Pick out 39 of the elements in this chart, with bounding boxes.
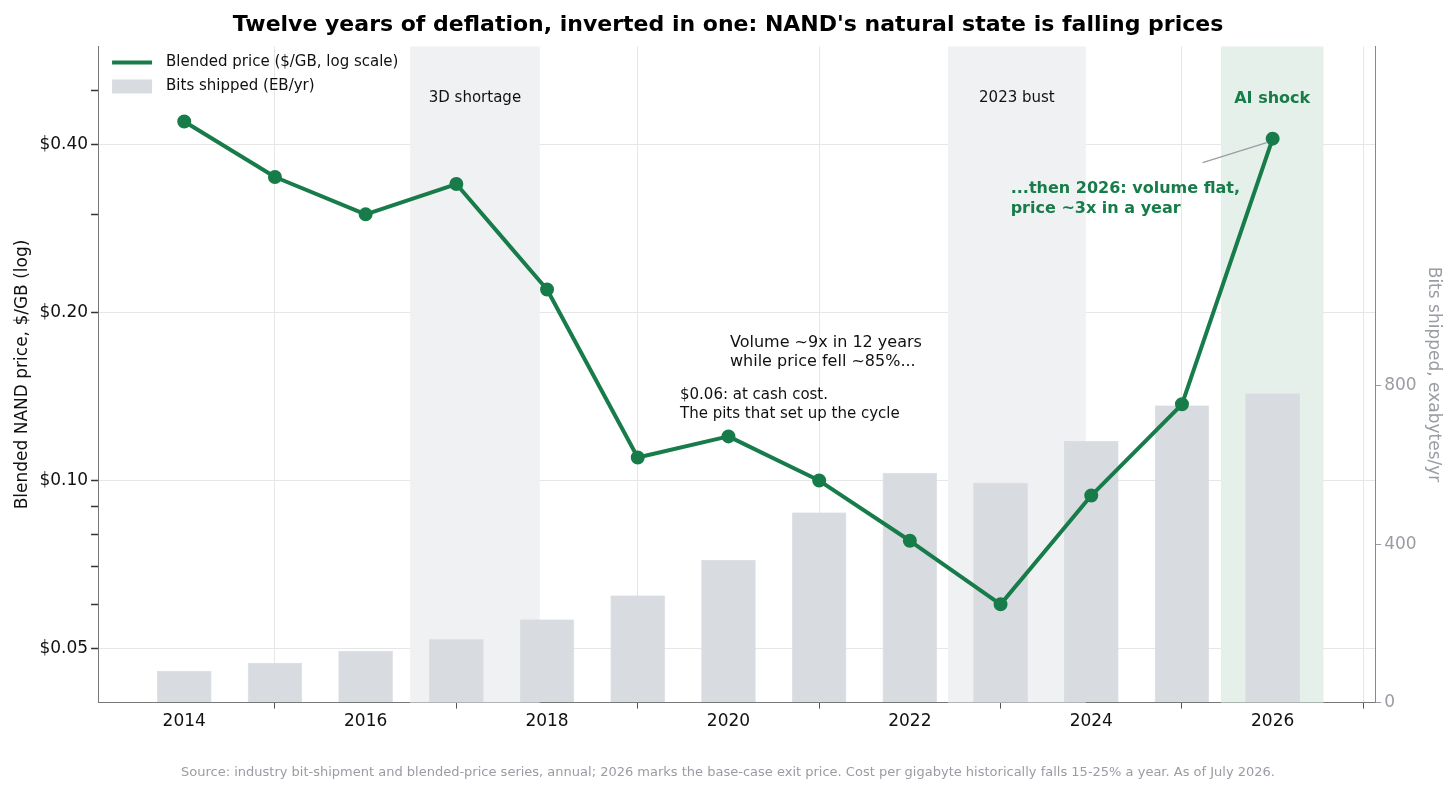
point	[358, 207, 373, 222]
annotation: Volume ~9x in 12 years while price fell ~85%...	[730, 332, 922, 371]
point	[1084, 488, 1099, 503]
point	[177, 114, 192, 129]
point	[540, 282, 555, 297]
point	[721, 429, 736, 444]
y-tick-label: $0.05	[39, 636, 89, 657]
x-tick-label: 2022	[888, 710, 932, 731]
x-tick-label: 2026	[1251, 710, 1295, 731]
band-label: AI shock	[1234, 87, 1311, 107]
chart-title: Twelve years of deflation, inverted in one: NAND's natural state is falling prices	[232, 10, 1224, 36]
point	[449, 177, 464, 192]
y2-tick-label: 400	[1384, 532, 1417, 553]
y-axis-title: Blended NAND price, $/GB (log)	[10, 239, 31, 510]
point	[812, 473, 827, 488]
point	[993, 597, 1008, 612]
point	[630, 450, 645, 465]
source-note: Source: industry bit-shipment and blended-price series, annual; 2026 marks the base-case exit price. Cost per gigabyte historically falls 15-25% a year. As of July 2026.	[181, 764, 1275, 780]
y-tick-label: $0.10	[39, 468, 89, 489]
x-tick-label: 2018	[525, 710, 569, 731]
y-tick-label: $0.40	[39, 133, 89, 154]
point	[1174, 397, 1189, 412]
x-tick-label: 2020	[706, 710, 751, 731]
band-label: 2023 bust	[979, 88, 1055, 107]
legend-label: Bits shipped (EB/yr)	[166, 76, 315, 95]
legend-label: Blended price ($/GB, log scale)	[166, 52, 399, 71]
point	[267, 170, 282, 185]
y2-axis-title: Bits shipped, exabytes/yr	[1425, 266, 1446, 483]
x-tick-label: 2024	[1069, 710, 1113, 731]
point	[1265, 131, 1280, 146]
annotation: $0.06: at cash cost. The pits that set up the cycle	[679, 384, 900, 422]
y2-tick-label: 800	[1384, 374, 1417, 395]
annotation: ...then 2026: volume flat, price ~3x in a year	[1010, 177, 1241, 217]
y-tick-label: $0.20	[39, 301, 89, 322]
x-tick-label: 2016	[344, 710, 388, 731]
y2-tick-label: 0	[1384, 691, 1395, 712]
x-tick-label: 2014	[162, 710, 206, 731]
point	[902, 533, 917, 548]
band-label: 3D shortage	[428, 88, 522, 107]
